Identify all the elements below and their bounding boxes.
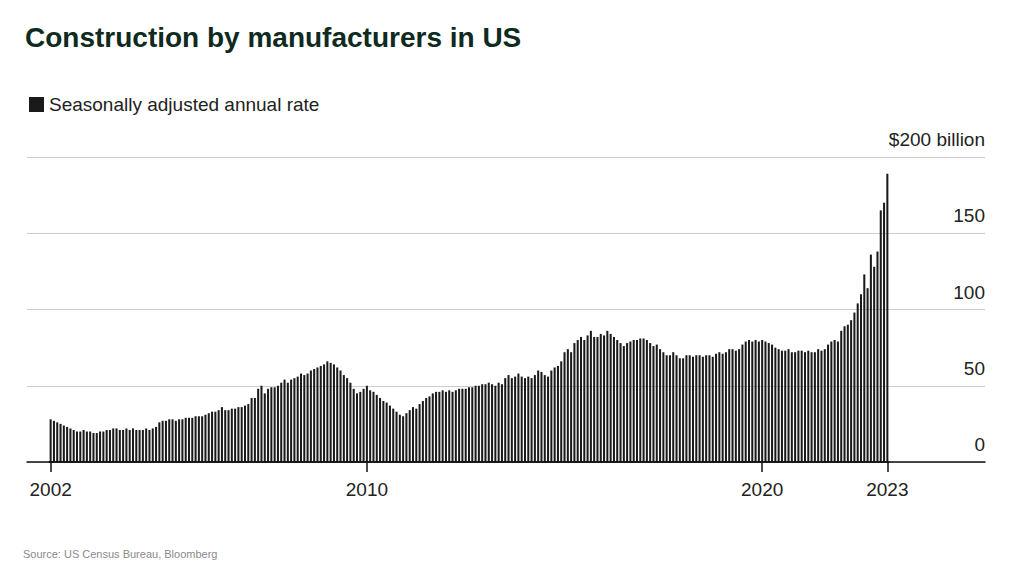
svg-text:2023: 2023 xyxy=(866,479,908,500)
svg-text:2002: 2002 xyxy=(30,479,72,500)
svg-text:Seasonally adjusted annual rat: Seasonally adjusted annual rate xyxy=(49,94,319,115)
svg-text:2020: 2020 xyxy=(741,479,783,500)
svg-text:100: 100 xyxy=(953,282,985,303)
svg-text:0: 0 xyxy=(974,434,985,455)
svg-text:150: 150 xyxy=(953,205,985,226)
svg-text:Construction by manufacturers: Construction by manufacturers in US xyxy=(25,22,521,53)
svg-text:Source: US Census Bureau, Bloo: Source: US Census Bureau, Bloomberg xyxy=(23,548,217,560)
svg-text:50: 50 xyxy=(964,358,985,379)
svg-text:2010: 2010 xyxy=(346,479,388,500)
svg-text:$200 billion: $200 billion xyxy=(889,129,985,150)
